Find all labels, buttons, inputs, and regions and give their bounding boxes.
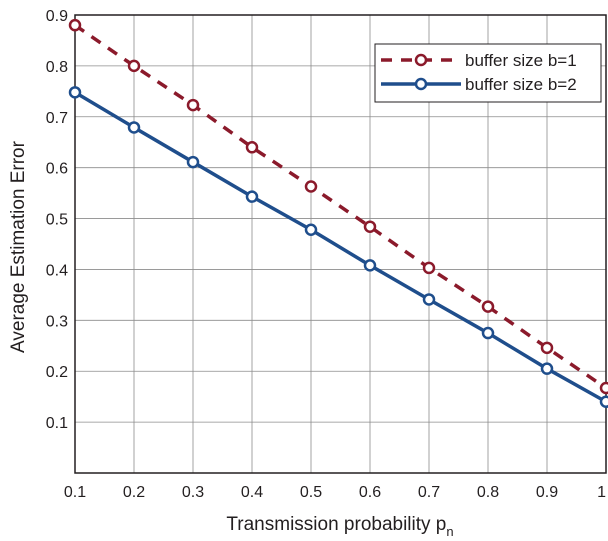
y-tick-label: 0.6 [46, 161, 68, 178]
x-tick-label: 0.6 [359, 484, 381, 501]
x-tick-label: 0.1 [64, 484, 86, 501]
legend-box [374, 43, 602, 103]
legend-marker-b2 [414, 77, 428, 91]
series-line-1 [74, 23, 607, 390]
y-tick-label: 0.9 [46, 8, 68, 25]
data-point-series-2 [599, 395, 608, 409]
legend-entry-b2: buffer size b=2 [381, 75, 577, 94]
y-tick-label: 0.5 [46, 212, 68, 229]
series-group [68, 18, 608, 409]
data-point-series-1 [363, 220, 377, 233]
data-point-series-1 [245, 141, 259, 154]
y-tick-label: 0.1 [46, 415, 68, 432]
x-tick-label: 0.8 [477, 484, 499, 501]
plot-frame [74, 14, 607, 474]
x-tick-label: 1 [597, 484, 606, 501]
data-point-series-1 [599, 381, 608, 395]
legend-marker-b1 [414, 53, 428, 67]
x-axis-label-main: Transmission probability p [226, 514, 446, 535]
data-point-series-1 [304, 180, 318, 193]
x-tick-label: 0.9 [536, 484, 558, 501]
x-tick-label: 0.3 [182, 484, 204, 501]
legend-label-b1: buffer size b=1 [465, 51, 577, 70]
data-point-series-1 [481, 300, 495, 313]
grid-lines [74, 14, 607, 473]
data-point-series-1 [422, 261, 436, 275]
legend: buffer size b=1 buffer size b=2 [374, 43, 602, 103]
data-point-series-2 [186, 155, 200, 169]
y-axis-ticks: 0.1 0.2 0.3 0.4 0.5 0.6 0.7 0.8 0.9 [46, 8, 68, 432]
data-point-series-2 [127, 121, 141, 134]
y-axis-label: Average Estimation Error [8, 140, 29, 353]
y-tick-label: 0.3 [46, 313, 68, 330]
data-point-series-2 [422, 293, 436, 306]
data-point-series-2 [245, 190, 259, 203]
y-tick-label: 0.7 [46, 110, 68, 127]
y-tick-label: 0.2 [46, 364, 68, 381]
x-tick-label: 0.4 [241, 484, 263, 501]
data-point-series-1 [540, 341, 554, 355]
x-axis-label: Transmission probability pn [226, 514, 453, 539]
data-point-series-2 [68, 86, 82, 99]
x-tick-label: 0.7 [418, 484, 440, 501]
y-tick-label: 0.8 [46, 59, 68, 76]
data-point-series-1 [186, 98, 200, 112]
data-point-series-1 [68, 18, 82, 32]
data-point-series-2 [481, 326, 495, 340]
x-axis-ticks: 0.1 0.2 0.3 0.4 0.5 0.6 0.7 0.8 0.9 1 [64, 484, 606, 501]
x-tick-label: 0.2 [123, 484, 145, 501]
data-point-series-2 [363, 259, 377, 272]
x-tick-label: 0.5 [300, 484, 322, 501]
legend-label-b2: buffer size b=2 [465, 75, 577, 94]
data-point-series-1 [127, 59, 141, 73]
legend-entry-b1: buffer size b=1 [381, 51, 577, 70]
x-axis-label-subscript: n [446, 524, 453, 539]
data-point-series-2 [304, 223, 318, 237]
data-point-series-2 [540, 362, 554, 375]
series-line-2 [74, 90, 607, 404]
y-tick-label: 0.4 [46, 262, 68, 279]
